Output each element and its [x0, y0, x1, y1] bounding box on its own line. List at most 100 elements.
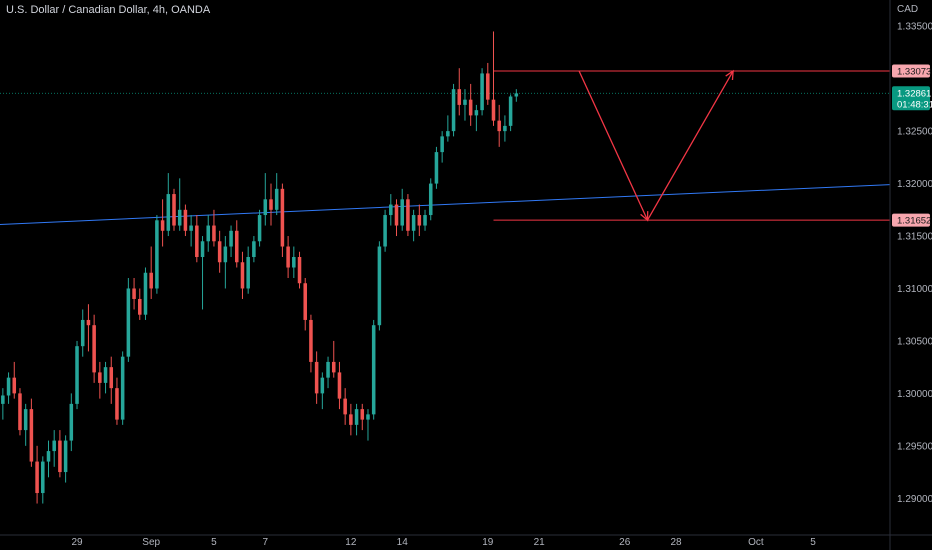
- candle-body: [280, 188, 285, 247]
- level-price-tag: [892, 64, 930, 78]
- candle-body: [69, 403, 74, 441]
- candle-body: [269, 199, 273, 210]
- y-tick-label: 1.29500: [897, 441, 932, 452]
- candle-body: [343, 398, 347, 415]
- candle-body: [337, 372, 342, 399]
- candle-body: [246, 257, 250, 289]
- overlay-layer: [578, 69, 734, 222]
- y-tick-label: 1.30000: [897, 389, 932, 400]
- x-tick-label: Oct: [748, 537, 764, 548]
- candle-body: [217, 241, 222, 263]
- y-tick-label: 1.29000: [897, 494, 932, 505]
- candle-body: [234, 230, 239, 263]
- x-tick-label: 26: [619, 537, 631, 548]
- candle-body: [155, 220, 159, 289]
- candle-body: [320, 377, 325, 394]
- candle-body: [486, 73, 490, 100]
- x-tick-label: Sep: [142, 537, 160, 548]
- trendline: [0, 184, 891, 225]
- candle-body: [80, 319, 85, 347]
- candle-body: [35, 461, 39, 494]
- candle-body: [86, 319, 91, 326]
- candle-body: [440, 136, 444, 153]
- candle-body: [349, 414, 353, 425]
- candle-body: [457, 89, 462, 105]
- candle-body: [223, 246, 228, 263]
- x-tick-label: 21: [534, 537, 546, 548]
- candle-body: [52, 440, 56, 452]
- x-tick-label: 5: [810, 537, 816, 548]
- candle-body: [354, 409, 359, 425]
- candle-body: [326, 361, 330, 378]
- candle-body: [41, 461, 45, 494]
- projection-arrowhead-down: [640, 211, 649, 222]
- candle-body: [508, 96, 513, 126]
- candle-body: [252, 241, 256, 258]
- x-tick-label: 14: [397, 537, 409, 548]
- candles-layer: [1, 31, 519, 504]
- candle-body: [400, 199, 404, 226]
- x-tick-label: 19: [482, 537, 494, 548]
- candle-body: [314, 361, 319, 394]
- candle-body: [18, 393, 22, 431]
- candle-body: [497, 120, 501, 132]
- current-price-tag: [892, 86, 930, 111]
- current-price-tag-text: 01:48:31: [897, 99, 932, 110]
- candle-body: [434, 152, 439, 184]
- time-axis[interactable]: 29 Sep 5 7 12 14 19 21 26 28 Oct 5: [0, 534, 932, 548]
- candle-body: [132, 288, 136, 299]
- candle-body: [394, 204, 399, 226]
- y-tick-label: 1.33500: [897, 22, 932, 33]
- candle-body: [286, 246, 290, 268]
- x-tick-label: 7: [263, 537, 269, 548]
- candle-body: [371, 325, 376, 415]
- candle-body: [138, 298, 142, 315]
- candle-body: [463, 99, 467, 105]
- candle-body: [263, 199, 268, 216]
- y-tick-label: 1.31000: [897, 284, 932, 295]
- candle-body: [514, 93, 519, 97]
- y-tick-label: 1.31500: [897, 232, 932, 243]
- candle-body: [143, 272, 148, 315]
- candle-body: [149, 272, 153, 289]
- candle-body: [109, 367, 114, 389]
- y-tick-label: 1.32500: [897, 127, 932, 138]
- candle-body: [360, 409, 365, 420]
- candle-body: [366, 414, 370, 420]
- candle-body: [75, 346, 79, 404]
- candle-body: [120, 356, 125, 420]
- candle-body: [451, 89, 456, 132]
- candle-body: [92, 325, 96, 373]
- candle-body: [12, 377, 17, 394]
- x-tick-label: 5: [211, 537, 217, 548]
- candle-body: [274, 188, 279, 210]
- candle-body: [126, 288, 131, 357]
- candle-body: [297, 257, 302, 284]
- y-tick-label: 1.30500: [897, 336, 932, 347]
- current-price-tag-text: 1.32861: [897, 88, 931, 99]
- candle-body: [189, 225, 193, 231]
- candle-body: [29, 409, 34, 462]
- level-price-tag: [892, 213, 930, 227]
- candle-body: [406, 199, 410, 231]
- projection-arrowhead-up: [725, 69, 734, 81]
- level-price-tag-text: 1.33073: [897, 67, 931, 78]
- candle-body: [177, 209, 182, 226]
- candle-body: [212, 225, 216, 242]
- candle-body: [23, 409, 28, 431]
- y-tick-label: 1.32000: [897, 179, 932, 190]
- price-axis[interactable]: CAD 1.33500 1.32500 1.32000 1.31500 1.31000 1…: [889, 0, 932, 550]
- candle-body: [474, 110, 479, 116]
- candle-body: [166, 194, 171, 231]
- candle-body: [309, 319, 313, 362]
- candle-body: [428, 183, 433, 216]
- candle-body: [292, 257, 296, 268]
- candle-body: [503, 125, 507, 132]
- candle-body: [98, 372, 102, 383]
- candle-body: [103, 367, 108, 383]
- candle-body: [257, 215, 262, 242]
- candle-body: [303, 283, 307, 320]
- candle-body: [206, 225, 211, 242]
- drawings-layer: [0, 70, 891, 225]
